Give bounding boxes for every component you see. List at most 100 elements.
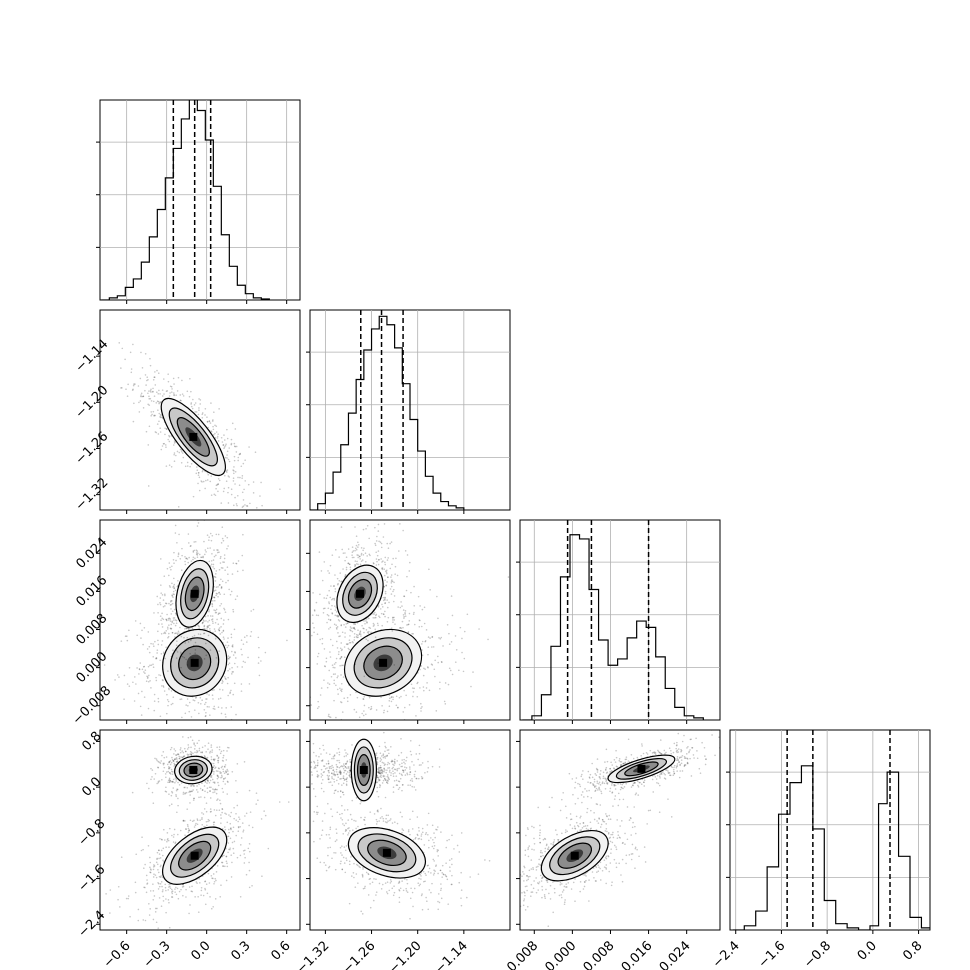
scatter-point [419,605,421,607]
scatter-point [173,583,176,586]
scatter-point [175,778,178,781]
scatter-point [141,367,144,369]
scatter-point [170,608,172,610]
scatter-point [152,876,155,878]
scatter-point [422,686,425,688]
scatter-point [150,767,152,770]
scatter-point [225,581,227,584]
scatter-point [145,430,148,433]
scatter-point [381,772,384,775]
scatter-point [215,770,218,772]
scatter-point [364,622,366,625]
scatter-point [147,676,149,678]
scatter-point [169,760,172,762]
scatter-point [210,475,212,477]
scatter-point [181,716,183,719]
scatter-point [354,526,356,528]
scatter-point [213,555,216,558]
scatter-point [174,763,176,766]
scatter-point [148,856,151,859]
scatter-point [219,555,222,558]
scatter-point [167,839,170,842]
scatter-point [381,705,383,707]
scatter-point [156,851,159,854]
scatter-point [334,789,336,792]
scatter-point [216,593,218,595]
scatter-point [224,444,227,447]
scatter-point [233,806,235,809]
scatter-point [391,630,394,632]
scatter-point [168,883,170,886]
scatter-point [366,622,368,624]
scatter-point [384,592,387,595]
scatter-point [218,551,220,554]
scatter-point [336,628,338,630]
scatter-point [220,603,223,605]
scatter-point [222,680,224,683]
scatter-point [380,629,382,631]
scatter-point [184,563,187,566]
scatter-point [176,728,178,730]
scatter-point [225,678,227,680]
scatter-point [148,404,151,406]
scatter-point [354,563,356,566]
scatter-point [232,608,234,611]
scatter-point [209,896,211,898]
scatter-point [142,395,145,398]
scatter-point [224,766,226,768]
scatter-point [181,756,184,759]
scatter-point [427,646,430,649]
scatter-point [386,779,389,782]
scatter-point [162,605,165,608]
scatter-point [201,621,204,624]
scatter-point [208,609,210,611]
scatter-point [212,877,214,880]
scatter-point [337,632,339,634]
scatter-point [193,636,195,639]
scatter-point [158,885,161,888]
scatter-point [204,520,206,521]
scatter-point [171,620,174,623]
scatter-point [236,763,239,765]
scatter-point [136,634,138,637]
scatter-point [218,809,221,812]
scatter-point [161,839,163,841]
scatter-point [204,790,206,793]
scatter-point [393,581,395,584]
scatter-point [245,530,247,532]
scatter-point [196,882,198,884]
scatter-point [164,602,167,605]
scatter-point [157,372,160,375]
scatter-point [161,623,163,625]
scatter-point [384,561,386,564]
scatter-point [225,855,228,858]
scatter-point [146,677,149,680]
scatter-point [176,760,178,763]
scatter-point [227,644,230,647]
scatter-point [148,914,151,916]
scatter-point [191,790,194,793]
scatter-point [335,640,338,643]
scatter-point [349,568,352,571]
scatter-point [171,770,173,773]
scatter-point [349,776,351,778]
scatter-point [416,695,419,698]
scatter-point [209,790,211,792]
scatter-point [160,619,162,621]
scatter-point [236,504,238,507]
scatter-point [201,699,203,702]
scatter-point [225,480,228,483]
scatter-point [175,794,177,796]
scatter-point [209,422,212,424]
scatter-point [223,446,226,448]
scatter-point [411,632,413,635]
scatter-point [331,764,333,767]
scatter-point [183,786,185,789]
scatter-point [194,824,197,827]
scatter-point [174,589,177,592]
scatter-point [210,874,213,877]
scatter-point [175,622,178,625]
scatter-point [357,546,359,548]
scatter-point [233,470,235,472]
scatter-point [213,411,215,413]
